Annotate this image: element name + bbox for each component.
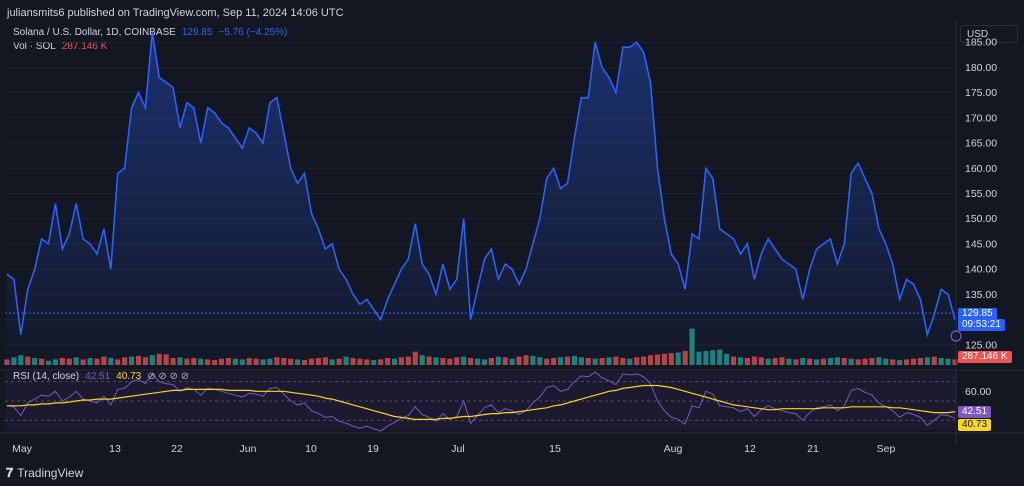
rsi-hidden-icons: ⊘ ⊘ ⊘ ⊘: [147, 371, 190, 382]
volume-value: 287.146 K: [61, 41, 108, 52]
time-tick-label: 15: [549, 443, 561, 455]
brand-name: TradingView: [17, 466, 84, 480]
time-tick-label: 19: [367, 443, 379, 455]
volume-title: Vol · SOL: [13, 41, 56, 52]
price-line: [6, 31, 956, 338]
publisher-caption: juliansmits6 published on TradingView.co…: [7, 7, 344, 19]
price-area-fill: [7, 32, 955, 365]
price-tick-label: 125.00: [965, 339, 997, 351]
rsi-ma-line: [7, 384, 956, 420]
price-axis: 125.00130.00135.00140.00145.00150.00155.…: [965, 37, 997, 398]
time-tick-label: Jun: [240, 443, 257, 455]
rsi-title: RSI (14, close): [13, 371, 80, 382]
price-tick-label: 180.00: [965, 62, 997, 74]
time-tick-label: 13: [109, 443, 121, 455]
price-tick-label: 135.00: [965, 289, 997, 301]
time-tick-label: Sep: [877, 443, 896, 455]
last-price: 129.85: [181, 27, 213, 38]
rsi-ma-tag: 40.73: [958, 419, 992, 431]
time-tick-label: May: [12, 443, 33, 455]
price-tick-label: 165.00: [965, 138, 997, 150]
rsi-line: [6, 371, 956, 432]
time-tick-label: Aug: [664, 443, 683, 455]
rsi-pane: [5, 371, 956, 432]
time-tick-label: 21: [807, 443, 819, 455]
footer: 𝟕 TradingView: [6, 465, 83, 481]
volume-tag: 287.146 K: [958, 351, 1012, 363]
time-axis: May 13 22 Jun 10 19 Jul 15 Aug 12 21 Sep: [12, 443, 895, 455]
price-tick-label: 175.00: [965, 87, 997, 99]
price-tick-label: 145.00: [965, 238, 997, 250]
price-change: −5.76 (−4.25%): [218, 27, 288, 38]
price-tick-label: 150.00: [965, 213, 997, 225]
volume-legend[interactable]: Vol · SOL 287.146 K: [13, 41, 107, 52]
time-tick-label: 10: [305, 443, 317, 455]
time-tick-label: 12: [744, 443, 756, 455]
rsi-legend[interactable]: RSI (14, close) 42.51 40.73 ⊘ ⊘ ⊘ ⊘: [13, 371, 189, 382]
rsi-tag: 42.51: [958, 406, 992, 418]
price-tick-label: 185.00: [965, 37, 997, 49]
time-tick-label: Jul: [451, 443, 464, 455]
price-tick-label: 140.00: [965, 264, 997, 276]
rsi-value: 42.51: [85, 371, 111, 382]
price-tick-label: 170.00: [965, 112, 997, 124]
rsi-ma-value: 40.73: [116, 371, 142, 382]
symbol-legend[interactable]: Solana / U.S. Dollar, 1D, COINBASE 129.8…: [13, 27, 287, 38]
price-tick-label: 160.00: [965, 163, 997, 175]
symbol-title: Solana / U.S. Dollar, 1D, COINBASE: [13, 27, 176, 38]
last-price-tag: 129.85: [958, 308, 997, 320]
currency-button[interactable]: USD: [960, 25, 1018, 43]
price-tick-label: 155.00: [965, 188, 997, 200]
time-tick-label: 22: [171, 443, 183, 455]
bar-countdown-tag: 09:53:21: [958, 319, 1005, 331]
alert-icon: [950, 330, 962, 342]
rsi-tick-label: 60.00: [965, 386, 991, 398]
tradingview-logo-icon: 𝟕: [6, 465, 14, 480]
